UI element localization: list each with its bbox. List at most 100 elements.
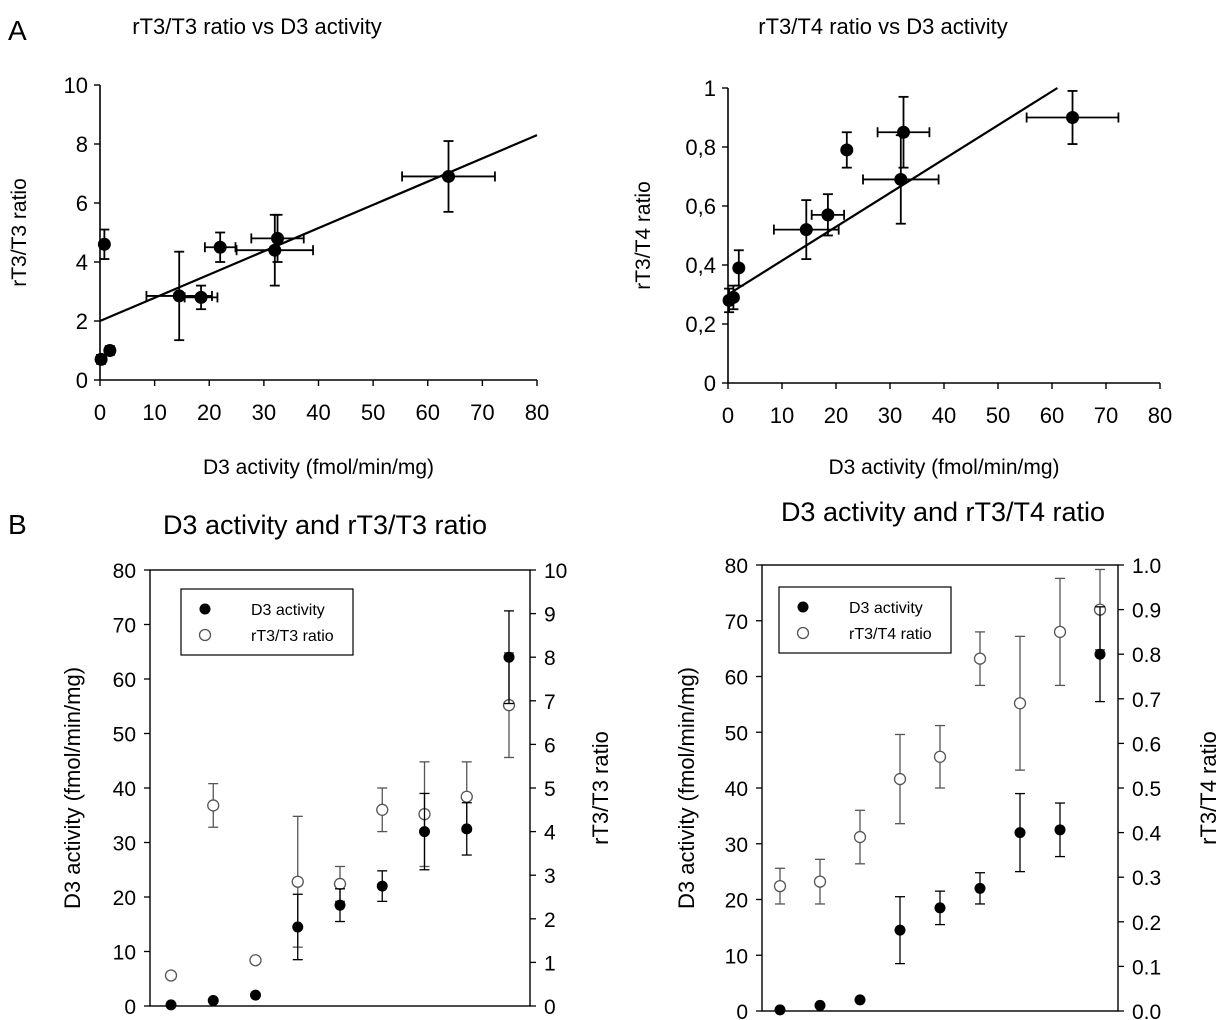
left-y-tick-label: 10 <box>113 942 136 965</box>
right-y-tick-label: 0.6 <box>1132 733 1161 756</box>
left-y-tick-label: 70 <box>113 615 136 638</box>
x-tick-label: 80 <box>525 400 549 425</box>
data-point <box>442 169 456 183</box>
right-y-tick-label: 0.3 <box>1132 867 1161 890</box>
data-point <box>172 289 186 303</box>
x-tick-label: 20 <box>197 400 221 425</box>
ratio-point <box>1053 625 1067 639</box>
right-y-tick-label: 3 <box>544 865 556 888</box>
d3-activity-point <box>376 880 388 892</box>
x-tick-label: 10 <box>770 403 794 428</box>
data-point <box>94 352 108 366</box>
ratio-point <box>773 879 787 893</box>
legend-box <box>180 588 354 656</box>
y-axis-label: rT3/T3 ratio <box>8 178 31 287</box>
left-y-tick-label: 20 <box>725 890 748 913</box>
left-y-tick-label: 30 <box>113 833 136 856</box>
right-y-tick-label: 0.9 <box>1132 600 1161 623</box>
d3-activity-point <box>250 989 261 1001</box>
data-point <box>732 261 746 275</box>
right-y-tick-label: 0.4 <box>1132 823 1162 846</box>
y-tick-label: 0,2 <box>685 312 716 337</box>
y-tick-label: 1 <box>704 76 716 101</box>
d3-activity-point <box>419 826 430 838</box>
d3-activity-point <box>894 924 906 936</box>
category-label: Cbl <box>493 1018 525 1020</box>
right-y-tick-label: 0.0 <box>1132 1001 1161 1020</box>
data-point <box>726 290 740 304</box>
x-tick-label: 70 <box>1094 403 1118 428</box>
panel-label-b: B <box>8 509 27 540</box>
legend-marker-filled <box>797 601 809 613</box>
category-label: BS <box>368 1018 396 1020</box>
right-y-tick-label: 0.5 <box>1132 778 1161 801</box>
data-point <box>821 208 835 222</box>
data-point <box>103 344 117 357</box>
left-y-tick-label: 60 <box>113 669 136 692</box>
y-tick-label: 8 <box>76 132 88 157</box>
data-point <box>268 243 282 257</box>
d3-activity-point <box>974 882 986 894</box>
y-tick-label: 0 <box>704 371 716 396</box>
data-point <box>271 231 285 245</box>
right-y-axis-label: rT3/T3 ratio <box>588 731 613 845</box>
left-y-axis-label: D3 activity (fmol/min/mg) <box>60 667 85 909</box>
ratio-point <box>249 954 262 967</box>
right-y-tick-label: 8 <box>544 647 556 670</box>
category-label: GE <box>240 1018 270 1020</box>
d3-activity-point <box>461 823 473 835</box>
left-y-tick-label: 40 <box>113 778 136 801</box>
x-axis-label: D3 activity (fmol/min/mg) <box>828 456 1059 479</box>
dual-axis-chart-2: D3 activity and rT3/T3 ratio010203040506… <box>60 510 613 1020</box>
d3-activity-point <box>165 999 177 1011</box>
right-y-tick-label: 10 <box>544 560 567 583</box>
ratio-point <box>813 875 827 888</box>
ratio-point <box>893 772 907 786</box>
right-y-tick-label: 0.8 <box>1132 644 1161 667</box>
left-y-tick-label: 20 <box>113 887 136 910</box>
x-tick-label: 0 <box>94 400 106 425</box>
x-tick-label: 50 <box>361 400 385 425</box>
ratio-point <box>973 652 987 665</box>
x-tick-label: 40 <box>306 400 330 425</box>
right-y-axis-label: rT3/T4 ratio <box>1196 731 1221 845</box>
ratio-point <box>460 790 473 803</box>
d3-activity-point <box>334 899 346 911</box>
left-y-tick-label: 80 <box>113 560 136 583</box>
data-point <box>897 125 910 139</box>
dual-axis-chart-3: D3 activity and rT3/T4 ratio 0 10 20 30 40 50 6… <box>674 497 1221 1020</box>
ratio-point <box>333 877 347 891</box>
data-point <box>97 237 111 251</box>
left-y-tick-label: 70 <box>725 611 748 634</box>
data-point <box>799 223 813 237</box>
data-point <box>1066 111 1080 124</box>
x-tick-label: 0 <box>722 403 734 428</box>
x-tick-label: 60 <box>1040 403 1064 428</box>
right-y-tick-label: 7 <box>544 691 556 714</box>
ratio-point <box>164 969 178 982</box>
y-axis-label: rT3/T4 ratio <box>632 181 655 290</box>
left-y-tick-label: 50 <box>113 724 136 747</box>
x-tick-label: 40 <box>932 403 956 428</box>
chart-title: D3 activity and rT3/T3 ratio <box>163 510 487 540</box>
y-tick-label: 0,8 <box>685 135 716 160</box>
category-label: H <box>290 1018 305 1020</box>
left-y-tick-label: 0 <box>736 1001 748 1020</box>
x-tick-label: 20 <box>824 403 848 428</box>
ratio-point <box>291 875 304 888</box>
d3-activity-point <box>854 994 866 1006</box>
right-y-tick-label: 0.7 <box>1132 689 1161 712</box>
data-point <box>894 172 908 186</box>
left-y-tick-label: 0 <box>124 996 136 1019</box>
y-tick-label: 0 <box>76 368 88 393</box>
d3-activity-point <box>814 999 826 1011</box>
right-y-tick-label: 0.2 <box>1132 912 1161 935</box>
x-tick-label: 10 <box>142 400 166 425</box>
right-y-tick-label: 0 <box>544 996 556 1019</box>
category-label: MB <box>451 1018 483 1020</box>
legend-label: D3 activity <box>251 602 325 619</box>
category-label: CP <box>199 1018 228 1020</box>
left-y-tick-label: 80 <box>725 555 748 578</box>
